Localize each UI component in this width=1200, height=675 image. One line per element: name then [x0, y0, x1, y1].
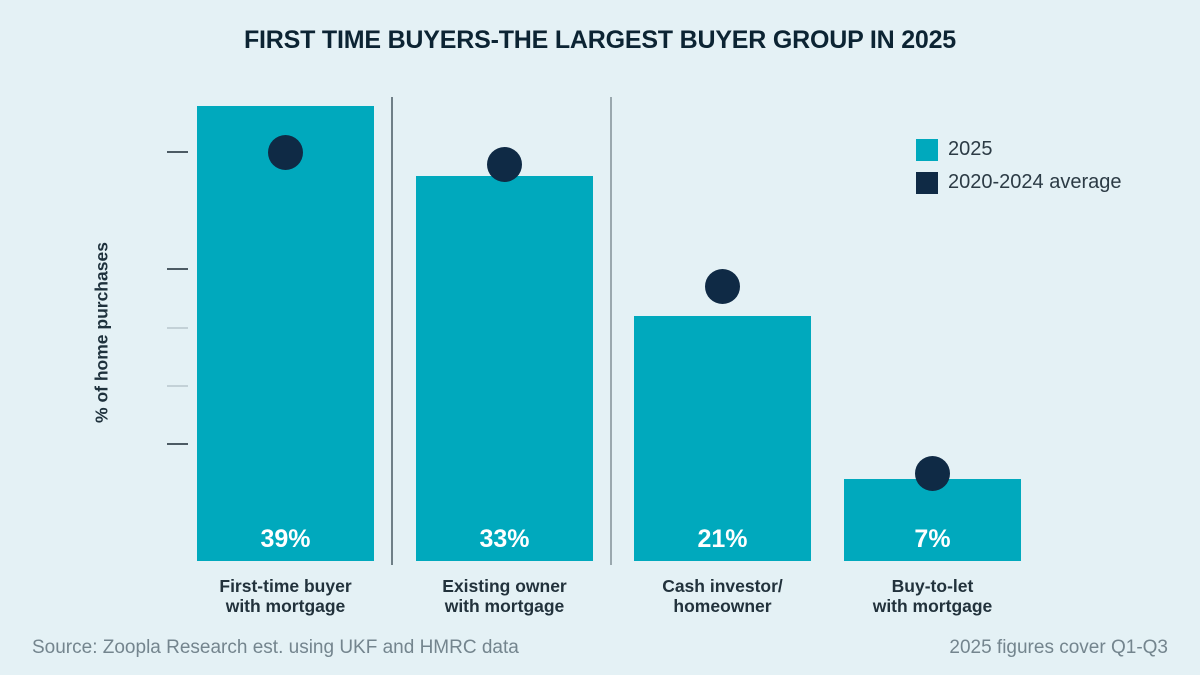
average-dot — [915, 455, 950, 491]
category-label: Cash investor/homeowner — [602, 576, 843, 616]
average-dot — [487, 146, 522, 182]
category-label-line1: Existing owner — [442, 576, 567, 596]
chart-legend: 2025 2020-2024 average — [916, 138, 1121, 204]
y-tick-dash — [167, 384, 188, 387]
category-label-line2: with mortgage — [872, 596, 993, 616]
bar-1: 39% — [197, 105, 374, 561]
category-label: First-time buyer with mortgage — [165, 576, 406, 616]
legend-swatch-2025 — [916, 138, 938, 161]
y-tick-dash — [167, 268, 188, 271]
legend-item: 2020-2024 average — [916, 171, 1121, 194]
legend-label: 2020-2024 average — [948, 171, 1122, 193]
category-label-line1: Buy-to-let — [891, 576, 974, 596]
bar-2: 33% — [416, 175, 593, 561]
coverage-note: 2025 figures cover Q1-Q3 — [949, 637, 1168, 658]
average-dot — [268, 134, 303, 170]
category-label: Buy-to-let with mortgage — [812, 576, 1053, 616]
category-label-line2: homeowner — [673, 596, 772, 616]
bar-value-label: 33% — [479, 524, 530, 553]
bar-3: 21% — [634, 315, 811, 561]
category-divider-line — [391, 97, 393, 565]
category-label-line2: with mortgage — [225, 596, 346, 616]
category-label-line2: with mortgage — [444, 596, 565, 616]
source-text: Source: Zoopla Research est. using UKF a… — [32, 637, 519, 658]
y-tick-dash — [167, 443, 188, 446]
category-divider-line — [609, 97, 612, 565]
bar-4: 7% — [844, 479, 1021, 561]
category-label-line1: Cash investor/ — [662, 576, 783, 596]
legend-label: 2025 — [948, 138, 993, 160]
category-label-line1: First-time buyer — [219, 576, 352, 596]
bar-value-label: 7% — [914, 524, 951, 553]
y-axis-title: % of home purchases — [91, 242, 112, 423]
y-tick-dash — [167, 151, 188, 154]
legend-swatch-average — [916, 171, 938, 194]
y-tick-dash — [167, 326, 188, 329]
bar-value-label: 39% — [260, 524, 311, 553]
average-dot — [705, 269, 740, 305]
legend-item: 2025 — [916, 138, 1121, 161]
category-label: Existing owner with mortgage — [384, 576, 625, 616]
chart-title: FIRST TIME BUYERS-THE LARGEST BUYER GROU… — [243, 26, 957, 54]
bar-value-label: 21% — [697, 524, 748, 553]
